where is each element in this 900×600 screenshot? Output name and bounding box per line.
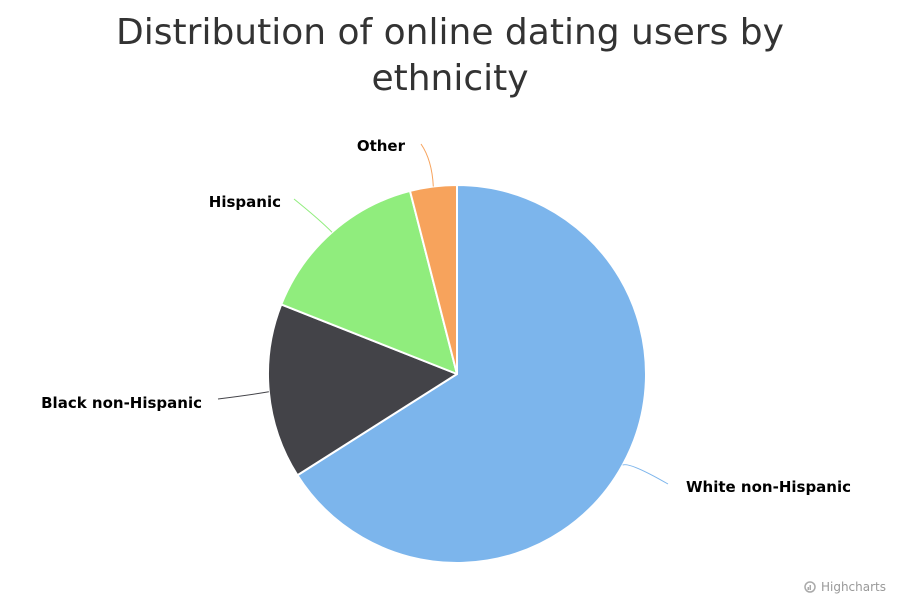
pie-label-connectors bbox=[217, 143, 669, 485]
highcharts-logo-icon bbox=[804, 581, 816, 593]
chart-title: Distribution of online dating users by e… bbox=[0, 10, 900, 102]
pie-label-black-non-hispanic: Black non-Hispanic bbox=[41, 394, 202, 412]
pie-connector-black-non-hispanic bbox=[217, 391, 269, 400]
pie-label-white-non-hispanic: White non-Hispanic bbox=[686, 478, 851, 496]
pie-connector-hispanic bbox=[293, 198, 333, 233]
pie-slice-white-non-hispanic[interactable] bbox=[296, 184, 647, 564]
pie-labels: White non-Hispanic Black non-Hispanic Hisp… bbox=[41, 137, 851, 496]
pie-label-other: Other bbox=[357, 137, 406, 155]
pie-connector-white-non-hispanic bbox=[622, 464, 669, 485]
pie-slices bbox=[267, 184, 647, 564]
chart-title-line-2: ethnicity bbox=[371, 58, 529, 99]
pie-connector-other bbox=[420, 143, 434, 187]
chart-title-line-1: Distribution of online dating users by bbox=[116, 12, 784, 53]
credits-text: Highcharts bbox=[820, 580, 886, 594]
credits[interactable]: Highcharts bbox=[804, 580, 886, 594]
pie-label-hispanic: Hispanic bbox=[209, 193, 281, 211]
pie-slice-other[interactable] bbox=[408, 184, 458, 375]
